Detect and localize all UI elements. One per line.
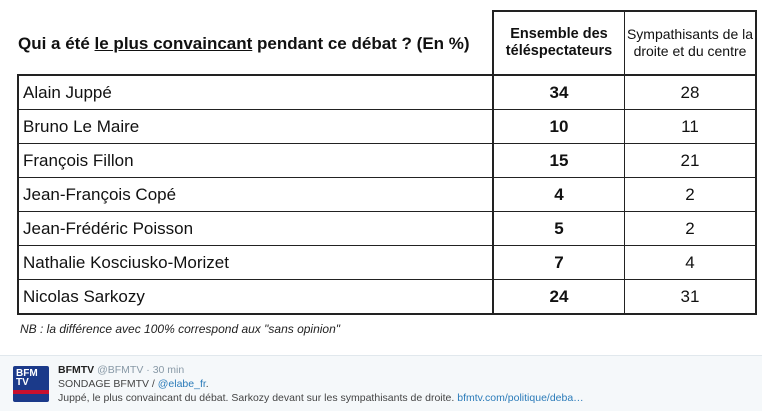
candidate-name: Alain Juppé — [17, 74, 494, 110]
table-row: Jean-François Copé 4 2 — [17, 177, 757, 212]
tweet-text: SONDAGE BFMTV / — [58, 378, 158, 390]
col-header-all-viewers: Ensemble des téléspectateurs — [492, 10, 625, 76]
value-all-viewers: 5 — [492, 211, 625, 246]
avatar-stripe — [13, 390, 49, 394]
value-all-viewers: 24 — [492, 279, 625, 315]
value-right-sympathizers: 2 — [624, 211, 757, 246]
footnote: NB : la différence avec 100% correspond … — [20, 322, 341, 336]
tweet-author-handle[interactable]: @BFMTV — [97, 364, 144, 376]
tweet-text-end: . — [205, 378, 209, 390]
tweet-text-line-2: Juppé, le plus convaincant du débat. Sar… — [58, 392, 584, 404]
question-text-end: pendant ce débat ? (En %) — [252, 34, 470, 53]
value-all-viewers: 4 — [492, 177, 625, 212]
tweet-card[interactable]: BFM TV BFMTV @BFMTV · 30 min SONDAGE BFM… — [0, 355, 762, 411]
candidate-name: Jean-Frédéric Poisson — [17, 211, 494, 246]
table-header-row: Ensemble des téléspectateurs Sympathisan… — [18, 10, 757, 76]
value-right-sympathizers: 28 — [624, 74, 757, 110]
candidate-name: Bruno Le Maire — [17, 109, 494, 144]
tweet-header: BFMTV @BFMTV · 30 min — [58, 364, 184, 376]
table-row: Nathalie Kosciusko-Morizet 7 4 — [17, 245, 757, 280]
value-right-sympathizers: 4 — [624, 245, 757, 280]
value-all-viewers: 7 — [492, 245, 625, 280]
poll-question: Qui a été le plus convaincant pendant ce… — [18, 34, 470, 54]
bfmtv-logo-avatar[interactable]: BFM TV — [13, 366, 49, 402]
col-header-right-sympathizers: Sympathisants de la droite et du centre — [624, 10, 757, 76]
tweet-url-link[interactable]: bfmtv.com/politique/deba… — [457, 392, 584, 404]
poll-table: Ensemble des téléspectateurs Sympathisan… — [17, 10, 757, 315]
question-text-start: Qui a été — [18, 34, 95, 53]
candidate-name: François Fillon — [17, 143, 494, 178]
tweet-timestamp[interactable]: 30 min — [152, 364, 185, 376]
candidate-name: Nicolas Sarkozy — [17, 279, 494, 315]
table-row: Bruno Le Maire 10 11 — [17, 109, 757, 144]
table-row: Nicolas Sarkozy 24 31 — [17, 279, 757, 315]
tweet-text: Juppé, le plus convaincant du débat. Sar… — [58, 392, 458, 404]
value-right-sympathizers: 11 — [624, 109, 757, 144]
tweet-author-name[interactable]: BFMTV — [58, 364, 95, 376]
value-right-sympathizers: 31 — [624, 279, 757, 315]
table-row: Alain Juppé 34 28 — [17, 74, 757, 110]
table-row: Jean-Frédéric Poisson 5 2 — [17, 211, 757, 246]
value-all-viewers: 34 — [492, 74, 625, 110]
candidate-name: Jean-François Copé — [17, 177, 494, 212]
candidate-name: Nathalie Kosciusko-Morizet — [17, 245, 494, 280]
value-all-viewers: 10 — [492, 109, 625, 144]
avatar-logo-text: BFM TV — [16, 368, 38, 388]
header-spacer — [18, 11, 493, 75]
value-all-viewers: 15 — [492, 143, 625, 178]
question-text-underlined: le plus convaincant — [94, 34, 253, 53]
value-right-sympathizers: 2 — [624, 177, 757, 212]
value-right-sympathizers: 21 — [624, 143, 757, 178]
table-row: François Fillon 15 21 — [17, 143, 757, 178]
tweet-mention-link[interactable]: @elabe_fr — [157, 378, 206, 390]
tweet-separator: · — [146, 364, 150, 376]
tweet-text-line-1: SONDAGE BFMTV / @elabe_fr. — [58, 378, 209, 390]
